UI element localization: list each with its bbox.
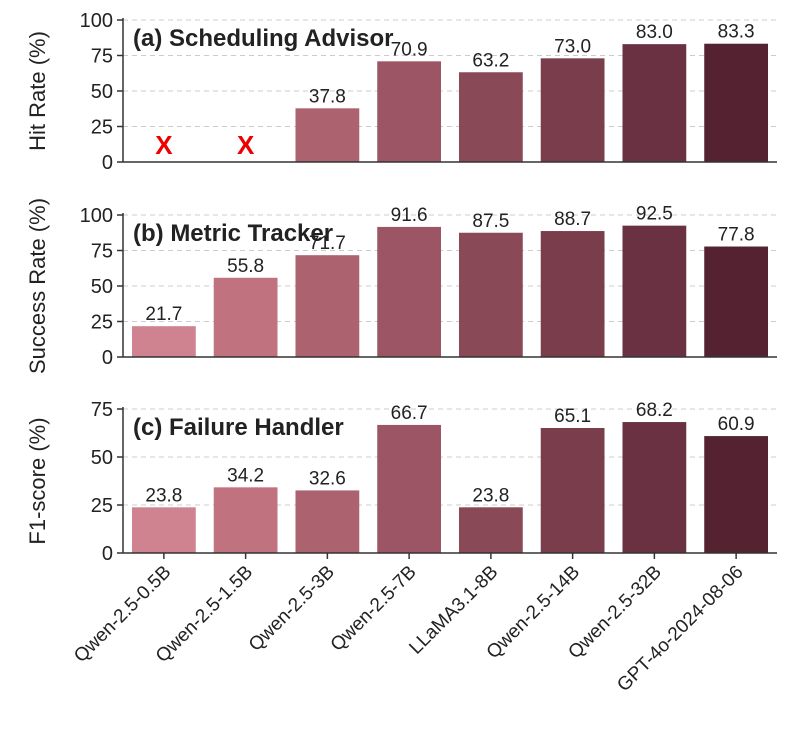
panel-title-2: (c) Failure Handler [133, 414, 344, 441]
y-tick-label-0-3: 75 [91, 46, 113, 68]
bar-2-2 [295, 490, 360, 553]
bar-2-0 [131, 507, 196, 553]
y-tick-label-1-0: 0 [102, 347, 113, 369]
data-label-1-0: 21.7 [145, 304, 182, 325]
data-label-0-4: 63.2 [472, 50, 509, 71]
y-tick-label-0-2: 50 [91, 81, 113, 103]
bar-2-4 [458, 507, 523, 553]
data-label-1-2: 71.7 [309, 233, 346, 254]
bar-0-2 [295, 108, 360, 162]
bar-0-6 [622, 44, 687, 162]
bar-1-3 [377, 226, 442, 357]
data-label-0-5: 73.0 [554, 36, 591, 57]
category-label-2: Qwen-2.5-3B [245, 562, 339, 656]
bar-2-1 [213, 487, 278, 553]
missing-marker-0-1: X [237, 130, 255, 160]
data-label-2-5: 65.1 [554, 406, 591, 427]
y-tick-label-0-4: 100 [80, 10, 113, 32]
bar-2-7 [704, 436, 769, 553]
bar-2-3 [377, 424, 442, 553]
bar-1-6 [622, 225, 687, 357]
bar-2-5 [540, 428, 605, 553]
data-label-2-7: 60.9 [718, 414, 755, 435]
data-label-1-7: 77.8 [718, 225, 755, 246]
bar-2-6 [622, 422, 687, 553]
y-tick-label-2-3: 75 [91, 399, 113, 421]
y-tick-label-2-0: 0 [102, 543, 113, 565]
y-tick-label-0-0: 0 [102, 152, 113, 174]
bar-0-3 [377, 61, 442, 162]
data-label-1-6: 92.5 [636, 204, 673, 225]
data-label-0-7: 83.3 [718, 22, 755, 43]
data-label-2-0: 23.8 [145, 485, 182, 506]
y-tick-label-1-3: 75 [91, 241, 113, 263]
bar-1-2 [295, 255, 360, 357]
y-axis-label-2: F1-score (%) [25, 417, 50, 544]
data-label-2-6: 68.2 [636, 400, 673, 421]
data-label-1-3: 91.6 [391, 205, 428, 226]
bar-1-5 [540, 231, 605, 357]
data-label-0-2: 37.8 [309, 86, 346, 107]
y-tick-label-1-1: 25 [91, 312, 113, 334]
y-axis-label-0: Hit Rate (%) [25, 31, 50, 151]
y-tick-label-2-1: 25 [91, 495, 113, 517]
bar-1-7 [704, 246, 769, 357]
data-label-2-4: 23.8 [472, 485, 509, 506]
panel-title-1: (b) Metric Tracker [133, 220, 333, 247]
y-tick-label-0-1: 25 [91, 117, 113, 139]
y-tick-label-1-4: 100 [80, 205, 113, 227]
data-label-2-2: 32.6 [309, 468, 346, 489]
bar-1-1 [213, 277, 278, 357]
bar-0-5 [540, 58, 605, 163]
bar-1-4 [458, 232, 523, 357]
data-label-1-5: 88.7 [554, 209, 591, 230]
data-label-0-3: 70.9 [391, 39, 428, 60]
data-label-0-6: 83.0 [636, 22, 673, 43]
bar-0-4 [458, 72, 523, 162]
data-label-2-1: 34.2 [227, 465, 264, 486]
data-label-2-3: 66.7 [391, 403, 428, 424]
y-axis-label-1: Success Rate (%) [25, 198, 50, 374]
y-tick-label-1-2: 50 [91, 276, 113, 298]
bar-0-7 [704, 43, 769, 162]
bar-1-0 [131, 326, 196, 357]
data-label-1-4: 87.5 [472, 211, 509, 232]
y-tick-label-2-2: 50 [91, 447, 113, 469]
panel-title-0: (a) Scheduling Advisor [133, 25, 393, 52]
data-label-1-1: 55.8 [227, 256, 264, 277]
missing-marker-0-0: X [155, 130, 173, 160]
